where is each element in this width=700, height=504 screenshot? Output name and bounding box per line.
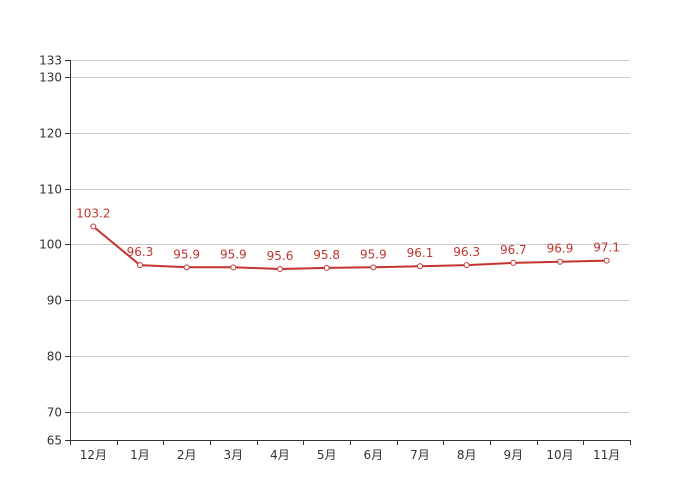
data-label: 97.1 <box>593 241 620 255</box>
data-label: 95.6 <box>267 249 294 263</box>
x-tick-label: 2月 <box>177 448 197 462</box>
x-tick-label: 6月 <box>364 448 384 462</box>
data-label: 96.7 <box>500 243 527 257</box>
data-point <box>90 223 97 230</box>
y-tick-label: 100 <box>39 238 62 252</box>
y-tick-label: 80 <box>47 350 62 364</box>
y-tick-label: 65 <box>47 434 62 448</box>
data-labels: 103.2 96.3 95.9 95.9 95.6 95.8 95.9 96.1 96.3 96.… <box>76 207 620 263</box>
x-tick-label: 10月 <box>546 448 573 462</box>
y-tick-label: 70 <box>47 406 62 420</box>
data-point <box>230 264 237 271</box>
x-tick-label: 11月 <box>593 448 620 462</box>
data-point <box>183 264 190 271</box>
data-point <box>510 259 517 266</box>
data-label: 95.9 <box>173 247 200 261</box>
data-label: 95.9 <box>220 247 247 261</box>
x-tick-label: 7月 <box>410 448 430 462</box>
data-label: 96.9 <box>547 242 574 256</box>
x-tick-label: 8月 <box>457 448 477 462</box>
data-point <box>370 264 377 271</box>
data-point <box>277 266 283 272</box>
y-tick-label: 110 <box>39 183 62 197</box>
data-point <box>323 264 330 271</box>
data-label: 96.1 <box>407 246 434 260</box>
data-point <box>603 257 610 264</box>
y-tick-label: 133 <box>39 54 62 68</box>
y-tick-label: 130 <box>39 71 62 85</box>
data-point <box>417 263 423 270</box>
series-layer <box>90 223 610 272</box>
series-line <box>92 225 607 270</box>
axes: 65 70 80 90 100 110 120 130 133 12月 1月 2月 3月 4月 5月 6月 7月… <box>39 54 631 462</box>
data-point <box>557 258 563 265</box>
x-tick-label: 5月 <box>317 448 337 462</box>
x-tick-label: 12月 <box>80 448 107 462</box>
data-label: 96.3 <box>453 245 480 259</box>
x-tick-label: 9月 <box>504 448 524 462</box>
data-point <box>137 262 143 269</box>
y-tick-label: 90 <box>47 294 62 308</box>
y-tick-label: 120 <box>39 127 62 141</box>
x-tick-label: 1月 <box>130 448 150 462</box>
data-point <box>463 262 470 269</box>
data-label: 96.3 <box>127 245 154 259</box>
data-label: 103.2 <box>76 207 110 221</box>
data-label: 95.8 <box>313 248 340 262</box>
grid-lines <box>70 60 630 441</box>
data-label: 95.9 <box>360 247 387 261</box>
x-tick-label: 3月 <box>224 448 244 462</box>
x-tick-label: 4月 <box>270 448 290 462</box>
